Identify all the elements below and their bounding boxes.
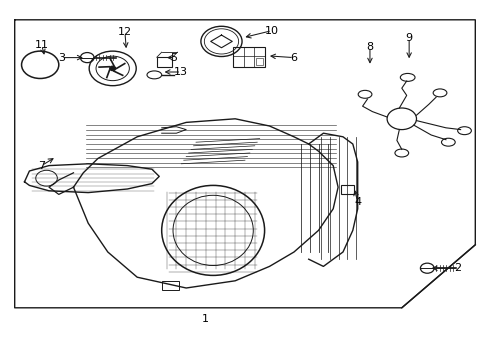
Bar [341, 185, 354, 194]
Text: 5: 5 [171, 53, 177, 63]
Text: 1: 1 [202, 314, 209, 324]
Text: 8: 8 [367, 42, 373, 52]
Text: 3: 3 [58, 53, 65, 63]
Text: 11: 11 [35, 40, 49, 50]
Text: 6: 6 [291, 53, 297, 63]
Bar [162, 281, 179, 290]
Bar [157, 57, 172, 67]
Text: 10: 10 [265, 26, 279, 36]
Circle shape [110, 66, 116, 71]
Text: 7: 7 [38, 161, 45, 171]
Text: 4: 4 [354, 197, 361, 207]
Bar [233, 47, 265, 67]
Text: 2: 2 [455, 263, 462, 273]
Text: 9: 9 [406, 33, 413, 43]
Text: 13: 13 [174, 67, 188, 77]
Text: 12: 12 [118, 27, 132, 37]
Bar [256, 58, 263, 65]
